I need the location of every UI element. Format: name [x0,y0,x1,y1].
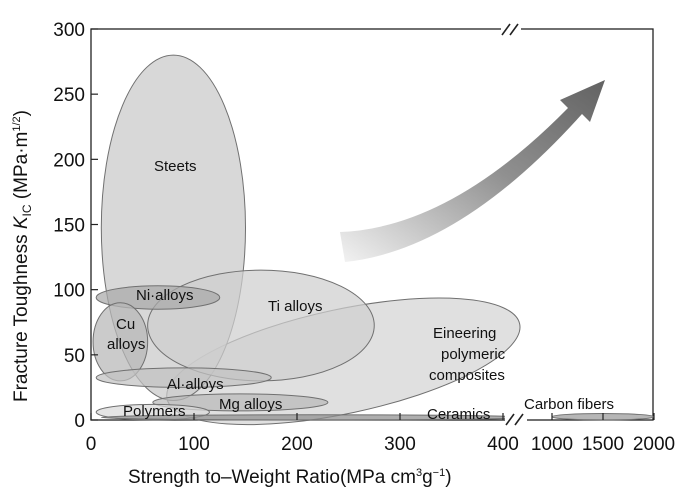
label-composites-2: polymeric [441,346,506,363]
label-steets: Steets [154,158,197,175]
label-mg-alloys: Mg alloys [219,396,282,413]
x-tick-label: 300 [384,434,416,455]
x-tick-label: 1500 [582,434,624,455]
y-tick-label: 150 [53,216,85,237]
label-ceramics: Ceramics [427,406,490,423]
y-tick-label: 300 [53,20,85,41]
y-axis-title: Fracture Toughness KIC (MPa·m1/2) [11,110,34,402]
label-ni-alloys: Ni·alloys [136,287,194,304]
x-tick-label: 1000 [531,434,573,455]
x-tick-label: 2000 [633,434,675,455]
axis-break-bottom [505,413,527,426]
x-axis-title: Strength to–Weight Ratio(MPa cm3g−1) [128,467,452,488]
axis-break-top [501,23,521,36]
label-composites-1: Eineering [433,325,496,342]
x-tick-label: 200 [281,434,313,455]
label-alloys-cu: alloys [107,336,145,353]
x-tick-label: 0 [86,434,97,455]
y-tick-label: 200 [53,150,85,171]
y-tick-label: 250 [53,85,85,106]
y-tick-label: 50 [64,346,85,367]
label-polymers: Polymers [123,403,186,420]
label-ti-alloys: Ti alloys [268,298,322,315]
x-tick-label: 100 [178,434,210,455]
label-al-alloys: Al·alloys [167,376,224,393]
label-composites-3: composites [429,367,505,384]
region-mg-alloys [152,393,329,412]
y-tick-label: 100 [53,281,85,302]
region-al-alloys [95,367,272,388]
improvement-arrow [340,80,605,262]
label-cu: Cu [116,316,135,333]
y-tick-label: 0 [74,411,85,432]
x-tick-label: 400 [487,434,519,455]
label-carbon-fibers: Carbon fibers [524,396,614,413]
